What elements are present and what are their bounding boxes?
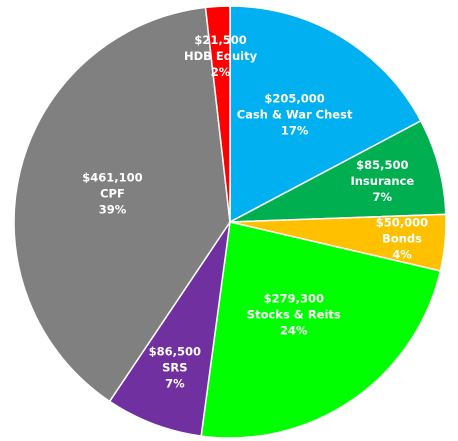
pie-label-name: SRS xyxy=(162,360,187,374)
pie-label-pct-label: 2% xyxy=(211,65,231,79)
pie-slice-stocks-reits xyxy=(200,221,442,439)
pie-label-name: Cash & War Chest xyxy=(237,108,353,122)
pie-label-name: HDB Equity xyxy=(184,49,258,63)
pie-label-name: Stocks & Reits xyxy=(247,307,341,321)
pie-slice-srs xyxy=(108,221,231,437)
pie-label-value-label: $21,500 xyxy=(194,33,246,47)
pie-label-cpf: $461,100 CPF 39% xyxy=(82,170,142,216)
pie-label-pct-label: 39% xyxy=(99,202,127,216)
pie-label-value-label: $279,300 xyxy=(264,291,324,305)
pie-slice-cpf xyxy=(13,6,231,403)
pie-label-value-label: $86,500 xyxy=(149,344,201,358)
pie-label-pct-label: 24% xyxy=(280,323,308,337)
pie-label-value-label: $461,100 xyxy=(82,170,142,184)
pie-label-pct-label: 7% xyxy=(165,376,185,390)
pie-label-name: Insurance xyxy=(350,174,414,188)
pie-label-cash-war-chest: $205,000 Cash & War Chest 17% xyxy=(237,92,353,138)
pie-label-pct-label: 7% xyxy=(373,190,393,204)
pie-label-bonds: $50,000 Bonds 4% xyxy=(376,216,428,262)
pie-label-name: CPF xyxy=(100,186,125,200)
pie-label-srs: $86,500 SRS 7% xyxy=(149,344,201,390)
pie-label-insurance: $85,500 Insurance 7% xyxy=(350,158,414,204)
pie-label-value-label: $205,000 xyxy=(264,92,324,106)
pie-label-stocks-reits: $279,300 Stocks & Reits 24% xyxy=(247,291,341,337)
pie-label-pct-label: 4% xyxy=(392,248,412,262)
pie-slice-cash-war-chest xyxy=(229,5,422,224)
pie-label-name: Bonds xyxy=(382,232,422,246)
pie-label-value-label: $85,500 xyxy=(356,158,408,172)
pie-slice-hdb-equity xyxy=(204,5,231,223)
pie-label-pct-label: 17% xyxy=(281,124,309,138)
pie-label-hdb-equity: $21,500 HDB Equity 2% xyxy=(184,33,258,79)
pie-label-value-label: $50,000 xyxy=(376,216,428,230)
